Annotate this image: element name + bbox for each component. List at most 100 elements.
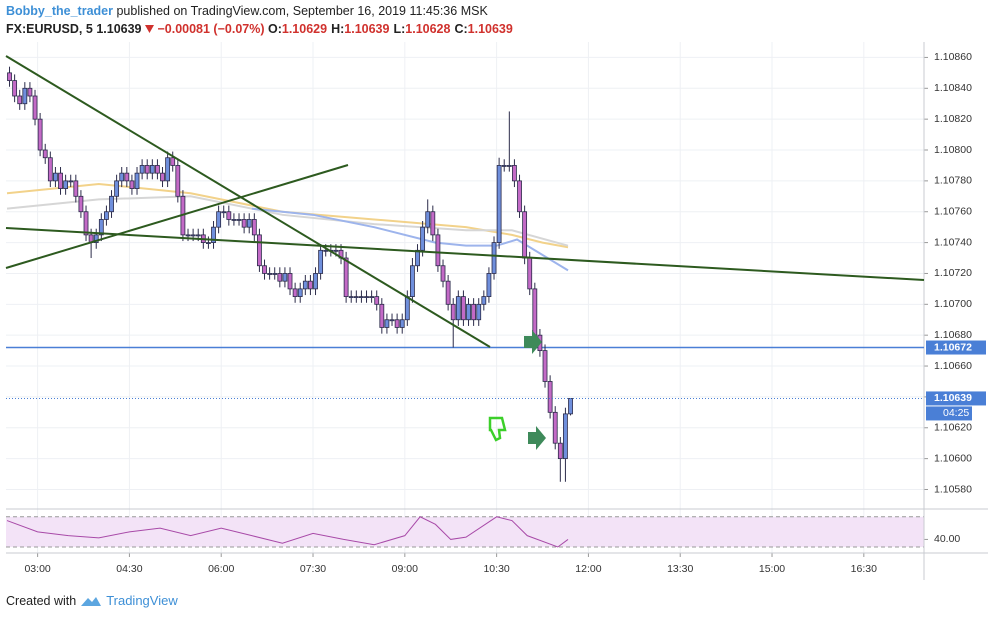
logo: [81, 596, 102, 606]
rsi-line: [6, 516, 569, 548]
moving-average: [6, 195, 569, 247]
candle-body: [53, 172, 58, 182]
candle-body: [394, 319, 400, 328]
price-label-box: [926, 340, 986, 355]
trend-line: [5, 227, 925, 281]
candle-body: [257, 234, 262, 267]
x-tick-label: 15:00: [759, 563, 785, 575]
created: Created with: [6, 593, 77, 608]
candle-body: [241, 219, 247, 228]
candle-body: [144, 165, 150, 174]
candle-body: [425, 211, 431, 228]
candle-body: [42, 149, 48, 159]
candle-body: [542, 350, 548, 382]
candle-body: [461, 296, 466, 321]
candle-body: [496, 165, 502, 243]
candle-body: [93, 234, 99, 243]
y-tick-label: 1.10820: [934, 113, 972, 125]
candle-body: [364, 296, 369, 299]
candle-body: [109, 195, 114, 213]
candle-body: [22, 87, 28, 105]
candle-body: [369, 296, 375, 299]
candle-body: [139, 165, 145, 174]
y-tick-label: 1.10580: [934, 483, 972, 495]
brand[interactable]: TradingView: [106, 593, 178, 608]
price-label: 1.10672: [934, 341, 972, 353]
candle-body: [313, 273, 318, 290]
last-price-box: [926, 391, 986, 406]
candle-body: [58, 172, 63, 189]
candle-body: [455, 296, 461, 321]
candle-body: [47, 157, 53, 182]
candle-body: [63, 180, 69, 189]
published: published on TradingView.com, September …: [116, 4, 488, 18]
y-tick-label: 1.10780: [934, 175, 972, 187]
y-tick-label: 1.10700: [934, 298, 972, 310]
y-tick-label: 1.10600: [934, 452, 972, 464]
rsi-band: [6, 516, 924, 547]
candle-body: [297, 288, 303, 298]
moving-average: [6, 182, 569, 249]
x-tick-label: 13:30: [667, 563, 693, 575]
y-tick-label: 1.10620: [934, 422, 972, 434]
candle-body: [318, 249, 324, 274]
y-tick-label: 1.10740: [934, 236, 972, 248]
candle-body: [12, 80, 18, 97]
trend-line: [5, 55, 491, 348]
countdown-box: [926, 406, 972, 421]
candle-body: [552, 411, 558, 444]
candle-body: [415, 249, 420, 267]
candle-body: [277, 273, 283, 282]
candle-body: [27, 87, 33, 97]
ohlc-label: C:: [454, 22, 468, 36]
ohlc-value: 1.10639: [344, 22, 390, 36]
candle-body: [287, 273, 293, 290]
moving-average: [251, 207, 569, 272]
candle-body: [374, 296, 380, 305]
arrow-icon: [528, 426, 546, 450]
candle-body: [471, 303, 477, 321]
y-tick-label: 1.10680: [934, 329, 972, 341]
candle-body: [282, 273, 288, 282]
author: Bobby_the_trader: [6, 4, 113, 18]
candle-body: [547, 381, 553, 413]
candle-body: [445, 280, 451, 305]
ohlc-value: 1.10629: [281, 22, 328, 36]
symbol: FX:EURUSD, 5: [6, 22, 93, 36]
candle-body: [206, 242, 211, 244]
candle-body: [481, 296, 487, 305]
candle-body: [359, 296, 364, 299]
candle-body: [450, 303, 456, 321]
candle-body: [353, 296, 359, 299]
candle-body: [262, 265, 267, 274]
y-tick-label: 1.10860: [934, 51, 972, 63]
candle-body: [522, 211, 528, 259]
candle-body: [348, 296, 354, 299]
candle-body: [512, 165, 517, 182]
y-tick-label: 1.10800: [934, 144, 972, 156]
candle-body: [302, 280, 308, 290]
candle-body: [37, 118, 43, 151]
ohlc-value: 1.10639: [467, 22, 513, 36]
candle-body: [195, 234, 201, 237]
trend-line: [5, 164, 349, 269]
candle-body: [501, 165, 507, 167]
candle-body: [211, 226, 216, 243]
y-tick-label: 1.10720: [934, 267, 972, 279]
candle-body: [165, 157, 171, 182]
candle-body: [430, 211, 436, 236]
candle-body: [7, 72, 12, 81]
candle-body: [267, 273, 273, 275]
candle-body: [308, 280, 313, 290]
thumbs-down-icon: [488, 416, 507, 442]
x-tick-label: 03:00: [24, 563, 50, 575]
x-tick-label: 06:00: [208, 563, 234, 575]
price: 1.10639: [96, 22, 142, 36]
candle-body: [410, 265, 415, 298]
candle-body: [557, 442, 563, 460]
candle-body: [226, 211, 232, 220]
candle-body: [323, 249, 329, 252]
candle-body: [292, 288, 298, 298]
candle-body: [435, 234, 441, 267]
candle-body: [379, 303, 385, 328]
